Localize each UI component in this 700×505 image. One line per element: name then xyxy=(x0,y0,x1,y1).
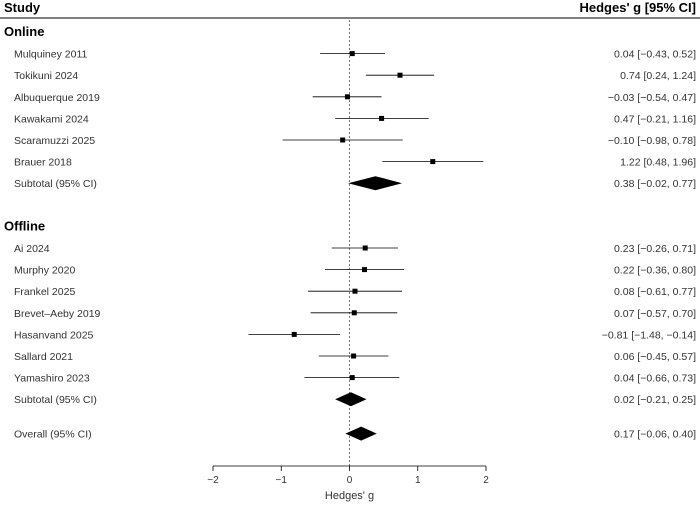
study-label: Murphy 2020 xyxy=(14,265,75,277)
point-estimate xyxy=(351,353,357,359)
study-label: Sallard 2021 xyxy=(14,351,73,363)
point-estimate xyxy=(349,375,355,381)
overall-label: Overall (95% CI) xyxy=(14,429,92,441)
point-estimate xyxy=(379,115,385,121)
x-tick-label: 2 xyxy=(483,475,489,486)
x-tick-label: −1 xyxy=(276,475,288,486)
study-label: Brevet–Aeby 2019 xyxy=(14,308,101,320)
study-estimate: 0.04 [−0.43, 0.52] xyxy=(614,49,696,61)
forest-rows: Online Mulquiney 2011 0.04 [−0.43, 0.52] To… xyxy=(4,20,696,466)
study-label: Scaramuzzi 2025 xyxy=(14,135,95,147)
study-label: Ai 2024 xyxy=(14,243,50,255)
point-estimate xyxy=(291,331,297,337)
study-estimate: 0.07 [−0.57, 0.70] xyxy=(614,308,696,320)
study-estimate: 0.23 [−0.26, 0.71] xyxy=(614,243,696,255)
point-estimate xyxy=(344,94,350,100)
subtotal-estimate: 0.02 [−0.21, 0.25] xyxy=(614,394,696,406)
point-estimate xyxy=(362,267,368,273)
point-estimate xyxy=(351,310,357,316)
x-tick-label: 1 xyxy=(415,475,421,486)
study-estimate: −0.10 [−0.98, 0.78] xyxy=(608,135,696,147)
study-label: Tokikuni 2024 xyxy=(14,70,78,82)
study-label: Kawakami 2024 xyxy=(14,113,89,125)
x-tick-label: 0 xyxy=(347,475,353,486)
study-estimate: 1.22 [0.48, 1.96] xyxy=(620,157,696,169)
point-estimate xyxy=(340,137,346,143)
point-estimate xyxy=(430,159,436,165)
subtotal-label: Subtotal (95% CI) xyxy=(14,178,97,190)
study-estimate: 0.47 [−0.21, 1.16] xyxy=(614,113,696,125)
study-label: Albuquerque 2019 xyxy=(14,92,100,104)
study-label: Mulquiney 2011 xyxy=(14,49,88,61)
group-title: Online xyxy=(4,24,44,39)
overall-estimate: 0.17 [−0.06, 0.40] xyxy=(614,429,696,441)
study-estimate: 0.74 [0.24, 1.24] xyxy=(620,70,696,82)
x-axis-label: Hedges' g xyxy=(325,490,374,502)
point-estimate xyxy=(349,51,355,57)
point-estimate xyxy=(352,288,358,294)
x-tick-label: −2 xyxy=(207,475,219,486)
subtotal-estimate: 0.38 [−0.02, 0.77] xyxy=(614,178,696,190)
x-axis: −2 −1 0 1 2 Hedges' g xyxy=(207,465,489,502)
study-estimate: 0.06 [−0.45, 0.57] xyxy=(614,351,696,363)
point-estimate xyxy=(397,72,403,78)
header-study: Study xyxy=(4,0,41,15)
subtotal-label: Subtotal (95% CI) xyxy=(14,394,97,406)
overall-diamond xyxy=(345,426,377,441)
point-estimate xyxy=(362,245,368,251)
study-estimate: 0.08 [−0.61, 0.77] xyxy=(614,286,696,298)
study-estimate: 0.22 [−0.36, 0.80] xyxy=(614,265,696,277)
study-label: Yamashiro 2023 xyxy=(14,373,90,385)
study-estimate: 0.04 [−0.66, 0.73] xyxy=(614,373,696,385)
study-estimate: −0.81 [−1.48, −0.14] xyxy=(602,329,696,341)
group-title: Offline xyxy=(4,218,45,233)
subtotal-diamond xyxy=(348,176,403,191)
study-label: Hasanvand 2025 xyxy=(14,329,94,341)
subtotal-diamond xyxy=(335,392,367,407)
study-label: Brauer 2018 xyxy=(14,157,72,169)
study-label: Frankel 2025 xyxy=(14,286,75,298)
study-estimate: −0.03 [−0.54, 0.47] xyxy=(608,92,696,104)
header-effect: Hedges' g [95% CI] xyxy=(579,0,696,15)
